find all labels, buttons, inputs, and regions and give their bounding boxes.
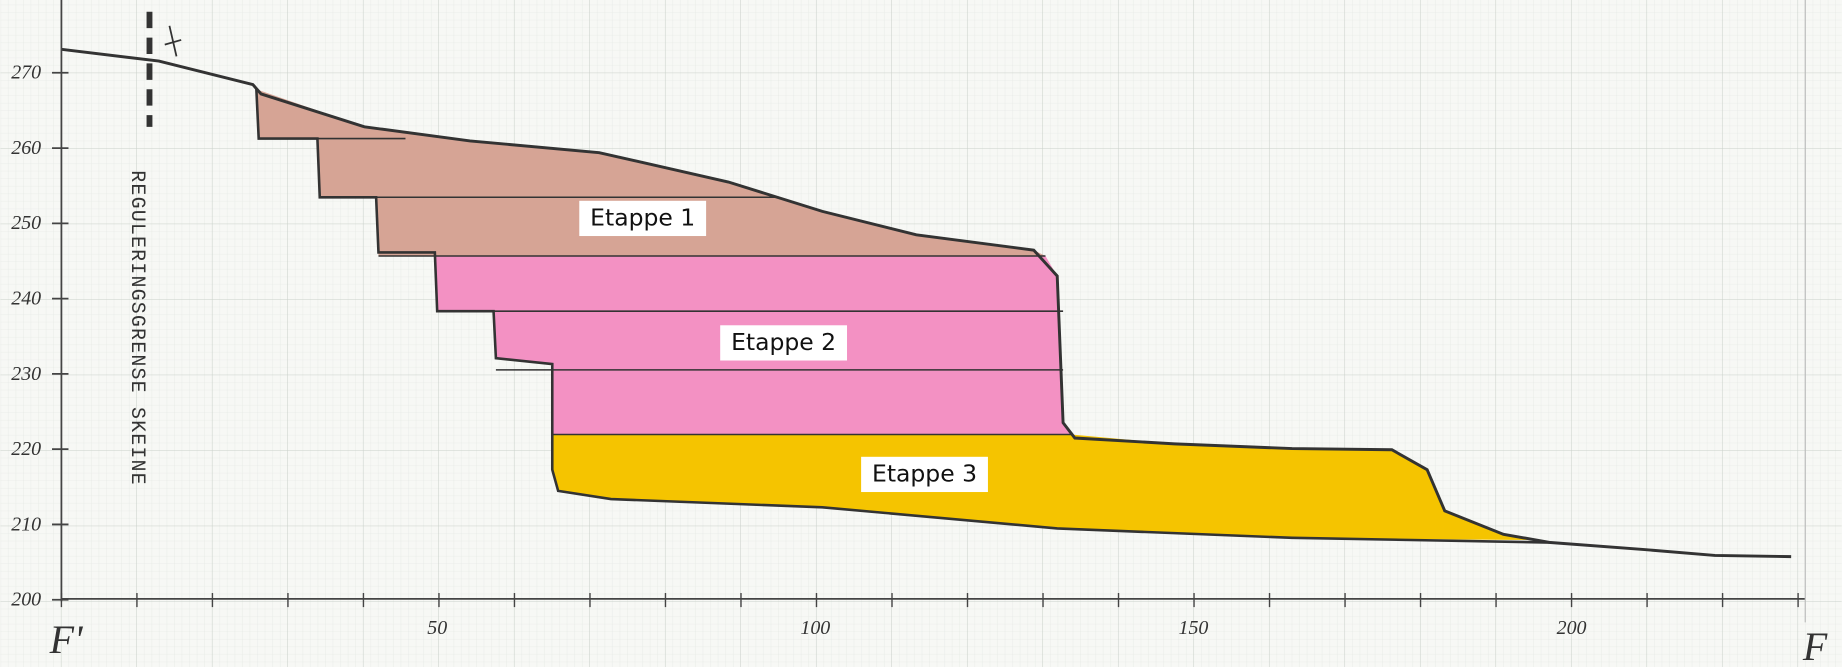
x-tick-label: 200 (1557, 617, 1587, 639)
y-tick-label: 220 (11, 438, 41, 460)
excavation-bottom (255, 89, 1551, 544)
y-tick-label: 240 (11, 287, 41, 309)
y-tick-label: 230 (11, 363, 41, 385)
boundary-label: REGULERINGSGRENSE SKEINE (126, 170, 149, 486)
y-tick-label: 250 (11, 212, 41, 234)
end-label: F (1802, 624, 1828, 667)
boundary-mark (164, 25, 182, 57)
stage-3-label: Etappe 3 (872, 459, 977, 487)
terrain-profile (61, 47, 1792, 559)
stage-2-label: Etappe 2 (731, 328, 836, 356)
x-tick-label: 150 (1178, 617, 1208, 639)
stage-1-box (579, 200, 707, 237)
stage-3-box (861, 456, 988, 493)
stage-2-box (720, 325, 848, 361)
y-tick-label: 260 (11, 137, 41, 159)
stage-1-area (256, 89, 1046, 256)
stage-1-label: Etappe 1 (590, 203, 695, 231)
y-tick-label: 210 (11, 513, 41, 535)
start-label: F' (49, 617, 84, 662)
stage-divisions (258, 137, 1072, 436)
x-tick-label: 50 (427, 617, 447, 639)
y-tick-label: 270 (11, 62, 41, 84)
x-tick-label: 100 (800, 617, 830, 639)
stage-3-area (552, 434, 1539, 541)
y-tick-label: 200 (11, 589, 41, 611)
